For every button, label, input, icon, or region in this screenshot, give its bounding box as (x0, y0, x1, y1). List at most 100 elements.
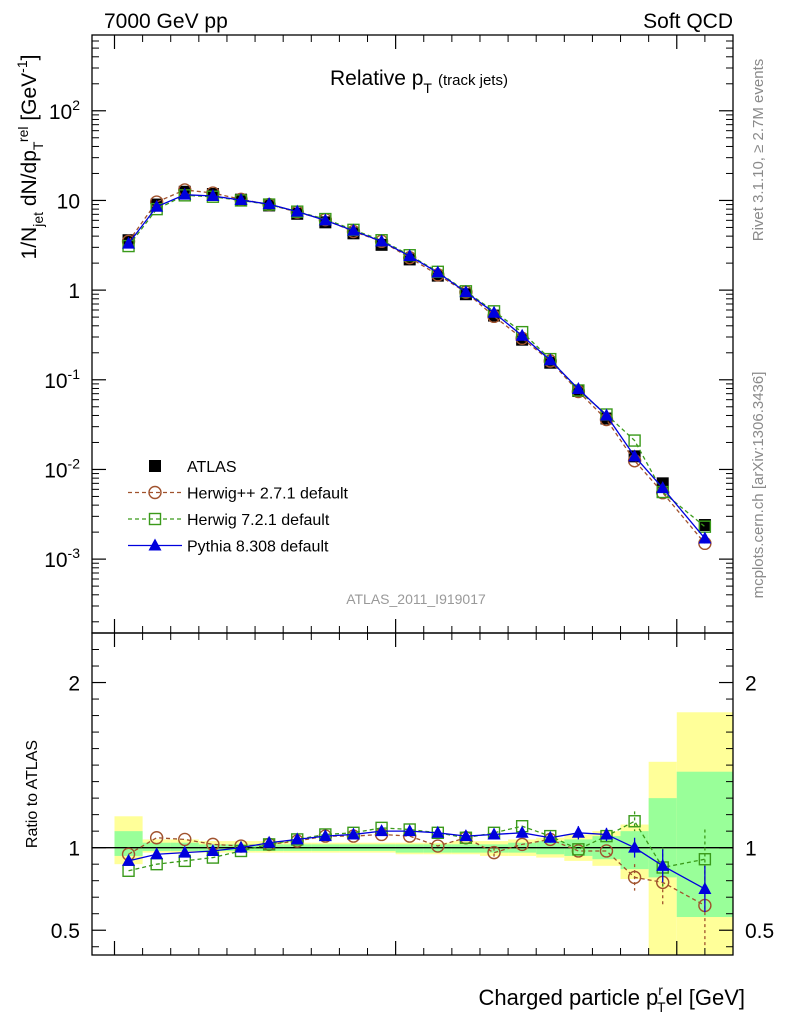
series-2-main-line (128, 194, 706, 528)
series-1-ratio-point-11 (431, 839, 445, 853)
series-3-ratio-point-12 (459, 829, 473, 842)
analysis-id: ATLAS_2011_I919017 (346, 591, 486, 607)
series-3-point-12 (459, 285, 473, 298)
xlabel-main: Charged particle p (479, 985, 659, 1010)
y-tick-base-0: 10 (44, 549, 67, 572)
series-3-ratio-point-19 (656, 858, 670, 871)
series-3-ratio-point-8 (346, 827, 360, 840)
ylabel-part-7: ] (18, 55, 41, 61)
y-tick-label-3: 1 (68, 280, 80, 303)
series-3-point-5 (262, 197, 276, 210)
series-3-point-18 (628, 449, 642, 462)
series-3-point-11 (431, 265, 445, 278)
series-2-ratio-point-18 (628, 815, 641, 828)
series-1-ratio-point-14 (515, 837, 529, 852)
ylabel-part-3: T (30, 141, 46, 150)
uncertainty-bands (114, 712, 733, 955)
header-right: Soft QCD (643, 10, 733, 33)
series-layer (121, 183, 712, 947)
series-1-ratio-line (128, 833, 706, 907)
series-3-ratio-point-17 (599, 827, 613, 840)
legend-label-3: Pythia 8.308 default (187, 539, 329, 556)
series-3-ratio-point-1 (150, 847, 164, 860)
y-tick-exp-1: -2 (68, 455, 81, 471)
series-3-point-17 (599, 408, 613, 421)
series-3-ratio-point-4 (234, 840, 248, 853)
series-3-point-9 (375, 234, 389, 247)
series-3-ratio-point-6 (290, 832, 304, 845)
series-3-point-16 (571, 381, 585, 394)
xlabel-superscript: r (658, 982, 663, 998)
header-left: 7000 GeV pp (104, 10, 228, 33)
series-3-point-6 (290, 204, 304, 217)
ratio-tick-label-right-2: 2 (745, 673, 757, 696)
series-0-point-20 (698, 519, 711, 532)
ylabel-part-0: 1/N (18, 227, 41, 260)
legend-label-1: Herwig++ 2.7.1 default (187, 486, 349, 503)
series-3-point-7 (318, 213, 332, 226)
band-inner-1 (142, 842, 171, 851)
y-axis-label: 1/Njet dN/dpTrel [GeV-1] (14, 55, 46, 260)
title-subscript: T (423, 80, 432, 96)
series-3-point-15 (543, 353, 557, 366)
y-tick-label-5: 102 (49, 97, 80, 124)
series-2-ratio-point-20 (698, 853, 712, 866)
series-3-ratio-point-20 (698, 881, 712, 894)
ratio-tick-label-left-0: 0.5 (51, 920, 80, 943)
ylabel-part-6: -1 (14, 60, 30, 73)
y-tick-base-2: 10 (44, 370, 67, 393)
ratio-tick-label-left-2: 2 (68, 673, 80, 696)
y-tick-label-2: 10-1 (44, 366, 80, 393)
ylabel-part-4: rel (15, 127, 31, 143)
y-tick-exp-0: -3 (68, 545, 81, 561)
ratio-tick-label-right-0: 0.5 (745, 920, 774, 943)
series-3-point-8 (346, 223, 360, 236)
series-3-ratio-point-0 (122, 853, 136, 866)
legend-marker-3 (148, 538, 162, 551)
series-3-point-0 (122, 236, 136, 249)
xlabel-suffix: el [GeV] (666, 985, 745, 1010)
legend-marker-2 (148, 512, 162, 526)
y-tick-base-1: 10 (44, 459, 67, 482)
series-3-ratio-point-14 (515, 825, 529, 838)
legend-marker-0 (149, 460, 161, 472)
band-inner-11 (423, 844, 452, 853)
ylabel-part-2: dN/dp (18, 150, 41, 212)
series-0 (122, 185, 711, 532)
y-tick-base-4: 10 (57, 190, 80, 213)
series-3-ratio-point-10 (403, 824, 417, 837)
ratio-tick-label-left-1: 1 (68, 838, 80, 861)
series-3-ratio-point-18 (628, 840, 642, 853)
ratio-y-axis-label: Ratio to ATLAS (24, 740, 41, 848)
series-3-ratio-point-11 (431, 825, 445, 838)
title-suffix: (track jets) (438, 72, 508, 89)
series-3-point-13 (487, 305, 501, 318)
series-3-point-2 (178, 187, 192, 200)
legend-label-2: Herwig 7.2.1 default (187, 512, 330, 529)
series-3-ratio-point-2 (178, 845, 192, 858)
ratio-plot-frame (91, 632, 734, 956)
series-3-ratio-point-7 (318, 829, 332, 842)
x-axis-label: Charged particle pr Tel [GeV] (479, 982, 746, 1015)
ylabel-part-5: [GeV (18, 73, 41, 127)
band-inner-10 (395, 844, 424, 853)
series-3-ratio-point-15 (543, 830, 557, 843)
legend-marker-1 (148, 485, 162, 500)
y-tick-label-1: 10-2 (44, 455, 80, 482)
series-3-point-1 (150, 199, 164, 212)
y-tick-label-4: 10 (57, 190, 80, 213)
series-1-ratio-point-2 (178, 832, 192, 847)
series-3-point-3 (206, 189, 220, 202)
y-tick-base-3: 1 (68, 280, 80, 303)
chart-title: Relative pT (track jets) (330, 67, 508, 96)
y-tick-base-5: 10 (49, 101, 72, 124)
series-3-ratio-point-5 (262, 835, 276, 848)
series-1-ratio-point-13 (487, 845, 501, 860)
series-3-point-4 (234, 193, 248, 206)
title-main: Relative p (330, 67, 423, 90)
series-1-ratio-point-18 (627, 870, 642, 885)
series-3-ratio-point-3 (206, 843, 220, 856)
series-2-point-18 (628, 434, 641, 447)
series-3-point-19 (656, 481, 670, 494)
